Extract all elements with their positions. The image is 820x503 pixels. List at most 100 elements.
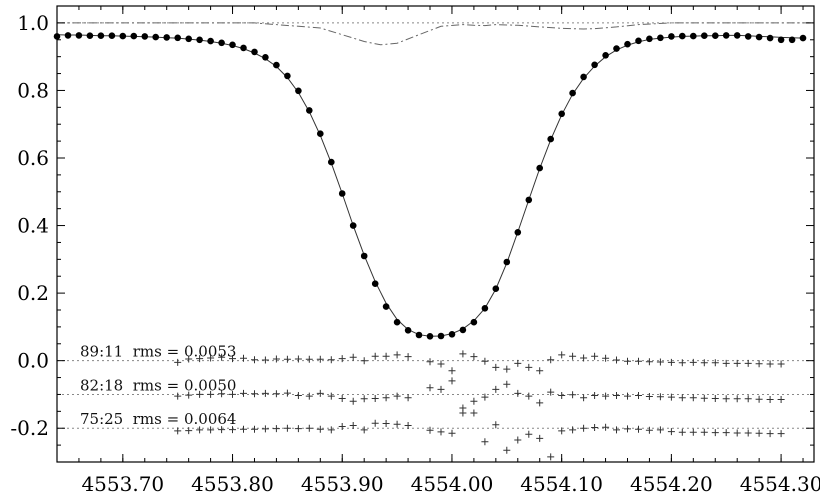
y-tick-label: 0.8 bbox=[17, 78, 49, 102]
residual-marker bbox=[393, 351, 401, 359]
residual-marker bbox=[185, 355, 193, 363]
residual-marker bbox=[635, 392, 642, 399]
residual-marker bbox=[536, 399, 544, 407]
data-point bbox=[130, 32, 138, 40]
residual-marker bbox=[338, 395, 346, 402]
residual-marker bbox=[580, 394, 588, 402]
data-point bbox=[712, 32, 719, 39]
y-tick-label: 0.6 bbox=[17, 146, 49, 170]
residual-marker bbox=[733, 429, 741, 437]
residual-marker bbox=[360, 357, 368, 365]
y-tick-label: 0.0 bbox=[17, 349, 49, 373]
residual-marker bbox=[503, 365, 511, 373]
data-point bbox=[788, 36, 796, 44]
data-point bbox=[777, 36, 785, 44]
residual-marker bbox=[218, 390, 226, 398]
residual-marker bbox=[382, 394, 390, 402]
data-point bbox=[360, 252, 368, 260]
x-tick-label: 4554.20 bbox=[630, 472, 713, 496]
residual-marker bbox=[437, 385, 445, 393]
residual-marker bbox=[711, 429, 719, 437]
data-point bbox=[602, 52, 609, 59]
residual-marker bbox=[426, 384, 434, 392]
residual-marker bbox=[272, 390, 280, 398]
data-point bbox=[635, 37, 642, 45]
fit-curve bbox=[56, 34, 804, 337]
residual-marker bbox=[283, 424, 291, 432]
data-point bbox=[547, 135, 554, 143]
residual-marker bbox=[207, 426, 215, 434]
data-point bbox=[317, 130, 324, 137]
data-point bbox=[163, 34, 170, 41]
residual-marker bbox=[272, 355, 280, 363]
data-point bbox=[240, 44, 247, 52]
residual-marker bbox=[700, 428, 708, 436]
x-tick-label: 4553.80 bbox=[191, 472, 274, 496]
residual-marker bbox=[382, 420, 390, 427]
x-tick-label: 4554.30 bbox=[740, 472, 820, 496]
residual-marker bbox=[777, 430, 785, 438]
residual-marker bbox=[437, 360, 445, 368]
residual-marker bbox=[349, 422, 357, 429]
data-point bbox=[448, 331, 456, 338]
residual-marker bbox=[261, 389, 269, 397]
residual-marker bbox=[514, 359, 522, 367]
residual-marker bbox=[591, 352, 599, 360]
residual-marker bbox=[426, 426, 434, 434]
residual-marker bbox=[624, 425, 631, 433]
data-point bbox=[152, 33, 159, 41]
residual-marker bbox=[174, 427, 182, 435]
residual-marker bbox=[624, 357, 631, 365]
axis-tick-labels: -0.2 0.0 0.2 0.4 0.6 0.8 1.0 4553.70 4553.80 4553… bbox=[10, 11, 820, 496]
residual-marker bbox=[569, 391, 577, 399]
residual-marker bbox=[196, 390, 204, 398]
residual-marker bbox=[459, 409, 467, 417]
y-tick-label: 0.4 bbox=[17, 214, 49, 238]
residual-marker bbox=[360, 426, 368, 434]
residual-annotations: 89:11 rms = 0.0053 82:18 rms = 0.0050 75:2… bbox=[80, 343, 236, 429]
residual-marker bbox=[283, 389, 291, 397]
residual-marker bbox=[294, 392, 302, 399]
residual-marker bbox=[547, 388, 555, 396]
residual-marker bbox=[613, 392, 620, 399]
residual-marker bbox=[481, 357, 489, 365]
residual-marker bbox=[525, 363, 533, 371]
residual-marker bbox=[591, 424, 599, 431]
residual-marker bbox=[470, 397, 478, 405]
residual-marker bbox=[514, 436, 522, 444]
residual-marker bbox=[569, 426, 577, 434]
residual-marker bbox=[678, 428, 686, 436]
residual-marker bbox=[689, 428, 697, 436]
residual-marker bbox=[404, 394, 412, 402]
residual-marker bbox=[667, 358, 675, 366]
data-point bbox=[437, 332, 445, 340]
residual-marker bbox=[733, 395, 741, 403]
residual-marker bbox=[503, 380, 511, 388]
x-tick-label: 4553.90 bbox=[301, 472, 384, 496]
data-point bbox=[349, 222, 357, 229]
residual-marker bbox=[185, 427, 193, 435]
residual-marker bbox=[536, 367, 544, 375]
residual-marker bbox=[371, 395, 379, 402]
residual-marker bbox=[700, 359, 708, 367]
residual-marker bbox=[667, 393, 675, 401]
residual-marker bbox=[656, 426, 664, 434]
residual-marker bbox=[283, 355, 291, 363]
residual-marker bbox=[514, 389, 522, 397]
residual-marker bbox=[218, 426, 226, 434]
y-tick-label: 0.2 bbox=[17, 281, 49, 305]
data-point bbox=[174, 34, 181, 42]
data-point bbox=[481, 305, 489, 312]
residual-marker bbox=[492, 421, 500, 429]
residual-marker bbox=[755, 360, 763, 368]
residual-marker bbox=[678, 359, 686, 367]
residual-marker bbox=[645, 393, 653, 400]
residual-marker bbox=[261, 425, 269, 433]
residual-marker bbox=[360, 395, 368, 403]
residual-marker bbox=[207, 390, 215, 398]
residual-marker bbox=[525, 392, 533, 400]
residual-marker bbox=[229, 355, 236, 363]
data-point bbox=[262, 54, 269, 61]
residual-marker bbox=[174, 392, 182, 400]
